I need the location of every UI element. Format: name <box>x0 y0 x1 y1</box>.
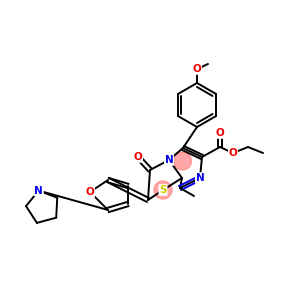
Text: O: O <box>229 148 237 158</box>
Text: O: O <box>229 148 237 158</box>
Text: O: O <box>193 64 201 74</box>
Text: N: N <box>196 173 204 183</box>
Text: O: O <box>85 187 94 197</box>
Text: N: N <box>165 155 173 165</box>
Circle shape <box>173 152 191 170</box>
Text: O: O <box>134 152 142 162</box>
Text: S: S <box>159 185 167 195</box>
Text: O: O <box>85 187 94 197</box>
Text: N: N <box>34 186 43 196</box>
Text: N: N <box>165 155 173 165</box>
Text: O: O <box>216 128 224 138</box>
Text: N: N <box>196 173 204 183</box>
Text: S: S <box>159 185 167 195</box>
Text: O: O <box>216 128 224 138</box>
Circle shape <box>154 181 172 199</box>
Text: N: N <box>34 186 43 196</box>
Text: O: O <box>193 64 201 74</box>
Text: O: O <box>134 152 142 162</box>
